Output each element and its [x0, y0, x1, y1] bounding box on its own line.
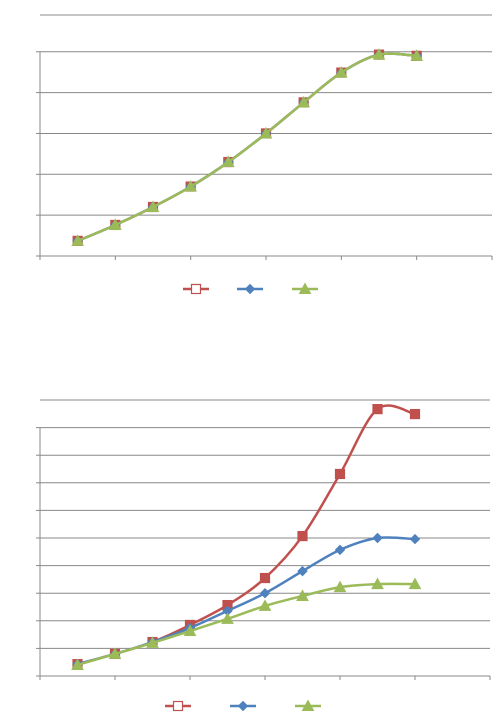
data-point [334, 468, 346, 480]
data-point [221, 155, 235, 168]
data-point [334, 544, 346, 556]
data-point [259, 587, 271, 599]
series-line [77, 582, 416, 667]
data-point [258, 599, 272, 611]
data-point [71, 234, 85, 246]
data-point [221, 612, 234, 624]
legend-marker [237, 700, 249, 712]
data-point [184, 180, 198, 192]
series-line [77, 536, 416, 666]
series-line [77, 404, 416, 666]
legend-marker [190, 283, 202, 295]
data-point [259, 126, 273, 139]
data-point [410, 49, 424, 61]
data-point [297, 95, 311, 108]
data-point [146, 636, 159, 648]
data-point [259, 572, 271, 584]
data-point [372, 48, 386, 60]
data-point [408, 577, 422, 590]
legend-marker [301, 699, 315, 711]
series-line [77, 52, 417, 243]
data-point [296, 589, 309, 601]
data-point [371, 577, 384, 590]
data-point [333, 580, 347, 593]
data-point [372, 404, 383, 415]
data-point [297, 530, 308, 542]
data-point [108, 218, 122, 230]
data-point [409, 408, 421, 420]
data-point [183, 624, 197, 637]
data-point [334, 66, 348, 78]
data-point [372, 532, 383, 544]
data-point [409, 533, 421, 545]
data-point [108, 647, 122, 659]
data-point [71, 658, 84, 670]
legend-marker [298, 282, 312, 294]
data-point [146, 200, 160, 212]
legend-marker [172, 700, 184, 712]
legend-marker [244, 283, 256, 295]
data-point [297, 565, 308, 577]
